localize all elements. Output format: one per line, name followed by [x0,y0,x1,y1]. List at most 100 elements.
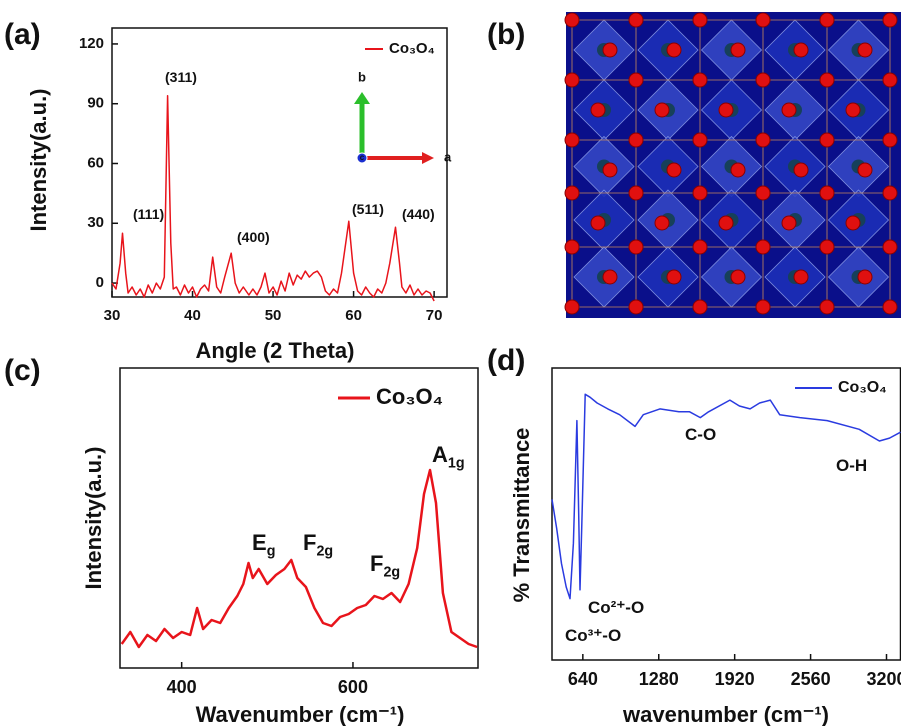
oxygen-atom [820,240,834,254]
oxygen-atom [782,103,796,117]
oxygen-atom [603,43,617,57]
oxygen-atom [591,216,605,230]
x-axis-title: Wavenumber (cm⁻¹) [196,702,405,726]
peak-label-main: (311) [165,69,197,85]
panel-label: (d) [487,344,525,377]
peak-label: (311) [165,69,197,85]
oxygen-atom [629,73,643,87]
peak-label: O-H [836,456,867,475]
peak-label-main: A [432,442,448,467]
oxygen-atom [565,240,579,254]
oxygen-atom [858,43,872,57]
peak-label: Co³⁺-O [565,626,621,645]
y-tick-label: 60 [87,154,104,171]
oxygen-atom [820,13,834,27]
oxygen-atom [565,73,579,87]
data-line [112,96,434,301]
oxygen-atom [629,133,643,147]
peak-label: Eg [252,530,275,560]
oxygen-atom [719,103,733,117]
x-tick-label: 70 [426,307,443,324]
inset-arrow [422,152,434,164]
peak-label-main: (511) [352,201,384,217]
x-tick-label: 2560 [791,669,831,689]
legend-label: Co₃O₄ [376,384,443,409]
oxygen-atom [719,216,733,230]
peak-label-main: C-O [685,425,716,444]
oxygen-atom [603,270,617,284]
plot-frame [120,368,478,668]
oxygen-atom [794,163,808,177]
peak-label: (511) [352,201,384,217]
oxygen-atom [858,163,872,177]
oxygen-atom [820,186,834,200]
inset-arrow [354,92,370,104]
oxygen-atom [667,270,681,284]
oxygen-atom [603,163,617,177]
peak-label: A1g [432,442,465,472]
peak-label-main: (440) [402,206,435,222]
y-axis-title: % Transmittance [509,428,534,603]
legend-label: Co₃O₄ [389,40,435,57]
x-axis-title: wavenumber (cm⁻¹) [622,702,829,726]
inset-axis-label: c [360,153,365,162]
crystal-structure [565,12,901,318]
oxygen-atom [858,270,872,284]
y-axis-title: Intensity(a.u.) [26,88,51,231]
peak-label: F2g [303,530,333,560]
oxygen-atom [693,186,707,200]
x-tick-label: 1280 [639,669,679,689]
oxygen-atom [846,216,860,230]
oxygen-atom [693,133,707,147]
panel-label: (c) [4,354,41,387]
y-axis-title: Intensity(a.u.) [81,446,106,589]
peak-label-main: F [303,530,316,555]
y-tick-label: 90 [87,95,104,112]
peak-label: C-O [685,425,716,444]
oxygen-atom [883,186,897,200]
x-tick-label: 400 [167,677,197,697]
oxygen-atom [756,133,770,147]
y-tick-label: 0 [96,274,104,291]
oxygen-atom [883,240,897,254]
oxygen-atom [731,270,745,284]
panel-label: (b) [487,18,525,51]
peak-label-sub: 1g [448,455,465,471]
oxygen-atom [756,186,770,200]
oxygen-atom [756,240,770,254]
oxygen-atom [667,163,681,177]
oxygen-atom [565,13,579,27]
x-tick-label: 600 [338,677,368,697]
inset-axis-label: b [358,69,366,84]
oxygen-atom [794,270,808,284]
y-tick-label: 120 [79,35,104,52]
oxygen-atom [629,300,643,314]
oxygen-atom [629,186,643,200]
data-line [552,394,901,598]
x-tick-label: 50 [265,307,282,324]
oxygen-atom [756,13,770,27]
oxygen-atom [883,133,897,147]
oxygen-atom [756,73,770,87]
peak-label-main: (111) [133,206,164,222]
peak-label: Co²⁺-O [588,598,644,617]
oxygen-atom [565,186,579,200]
peak-label: (400) [237,229,270,245]
oxygen-atom [731,163,745,177]
oxygen-atom [756,300,770,314]
peak-label: (111) [133,206,164,222]
oxygen-atom [883,73,897,87]
peak-label-main: E [252,530,267,555]
x-tick-label: 30 [104,307,121,324]
oxygen-atom [667,43,681,57]
oxygen-atom [629,240,643,254]
oxygen-atom [693,300,707,314]
oxygen-atom [820,73,834,87]
data-line [122,470,477,647]
legend-label: Co₃O₄ [838,379,887,396]
oxygen-atom [820,133,834,147]
peak-label-main: (400) [237,229,270,245]
oxygen-atom [782,216,796,230]
peak-label-sub: 2g [316,543,333,559]
panel-label: (a) [4,18,41,51]
